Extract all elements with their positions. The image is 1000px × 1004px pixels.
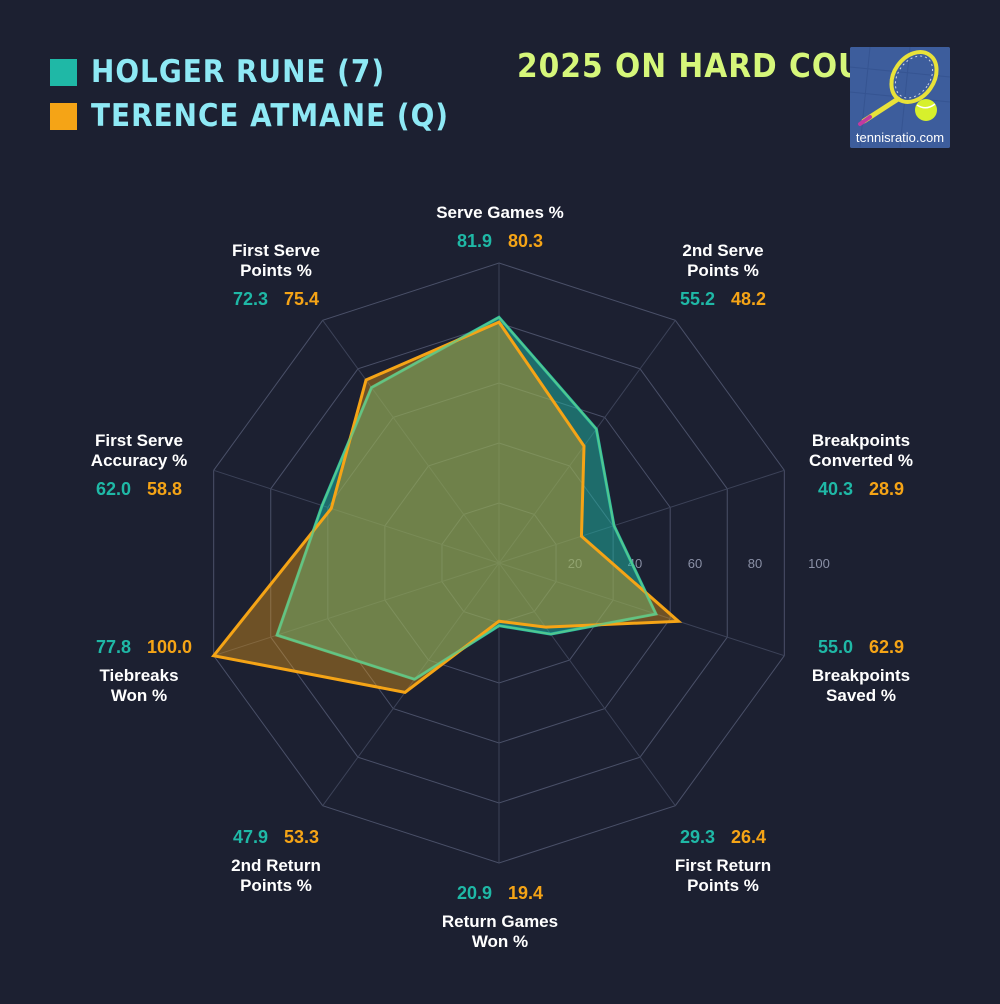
axis-label: First Serve — [95, 431, 183, 450]
value-label-rune: 47.9 — [233, 827, 268, 847]
tick-label: 100 — [808, 556, 830, 571]
axis-label: Return Games — [442, 912, 558, 931]
legend-swatch-rune — [50, 58, 77, 86]
value-label-rune: 55.2 — [680, 289, 715, 309]
axis-label: Points % — [687, 261, 759, 280]
legend-swatch-atmane — [50, 102, 77, 130]
value-label-atmane: 100.0 — [147, 637, 192, 657]
value-label-atmane: 75.4 — [284, 289, 319, 309]
value-label-atmane: 80.3 — [508, 231, 543, 251]
value-label-rune: 77.8 — [96, 637, 131, 657]
axis-label: 2nd Serve — [682, 241, 763, 260]
logo-text: tennisratio.com — [855, 130, 945, 145]
axis-label: Converted % — [809, 451, 913, 470]
value-label-atmane: 53.3 — [284, 827, 319, 847]
legend-label-rune: HOLGER RUNE (7) — [91, 54, 386, 90]
value-label-atmane: 48.2 — [731, 289, 766, 309]
tennis-ball-icon — [915, 99, 937, 121]
axis-label: Accuracy % — [91, 451, 187, 470]
series-area-atmane — [210, 320, 683, 694]
value-label-rune: 20.9 — [457, 883, 492, 903]
axis-label: 2nd Return — [231, 856, 321, 875]
tick-label: 60 — [688, 556, 702, 571]
axis-label: Won % — [111, 686, 167, 705]
legend-label-atmane: TERENCE ATMANE (Q) — [91, 98, 450, 134]
axis-label: Serve Games % — [436, 203, 564, 222]
value-label-rune: 29.3 — [680, 827, 715, 847]
axis-label: Points % — [240, 876, 312, 895]
value-label-atmane: 58.8 — [147, 479, 182, 499]
axis-label: First Serve — [232, 241, 320, 260]
axis-label: Breakpoints — [812, 666, 910, 685]
value-label-atmane: 28.9 — [869, 479, 904, 499]
value-label-rune: 81.9 — [457, 231, 492, 251]
axis-label: First Return — [675, 856, 771, 875]
value-label-rune: 72.3 — [233, 289, 268, 309]
value-label-atmane: 62.9 — [869, 637, 904, 657]
value-label-atmane: 19.4 — [508, 883, 543, 903]
axis-label: Points % — [240, 261, 312, 280]
series-line-rune — [275, 316, 658, 681]
axis-label: Tiebreaks — [99, 666, 178, 685]
value-label-rune: 55.0 — [818, 637, 853, 657]
axis-label: Points % — [687, 876, 759, 895]
tick-label: 80 — [748, 556, 762, 571]
tennisratio-logo[interactable]: tennisratio.com — [850, 47, 950, 148]
racket-icon — [850, 47, 950, 148]
legend-item-rune: HOLGER RUNE (7) — [50, 50, 449, 94]
axis-label: Breakpoints — [812, 431, 910, 450]
axis-label: Saved % — [826, 686, 896, 705]
legend: HOLGER RUNE (7) TERENCE ATMANE (Q) — [50, 50, 449, 138]
value-label-rune: 62.0 — [96, 479, 131, 499]
value-label-rune: 40.3 — [818, 479, 853, 499]
value-label-atmane: 26.4 — [731, 827, 766, 847]
axis-label: Won % — [472, 932, 528, 951]
legend-item-atmane: TERENCE ATMANE (Q) — [50, 94, 449, 138]
